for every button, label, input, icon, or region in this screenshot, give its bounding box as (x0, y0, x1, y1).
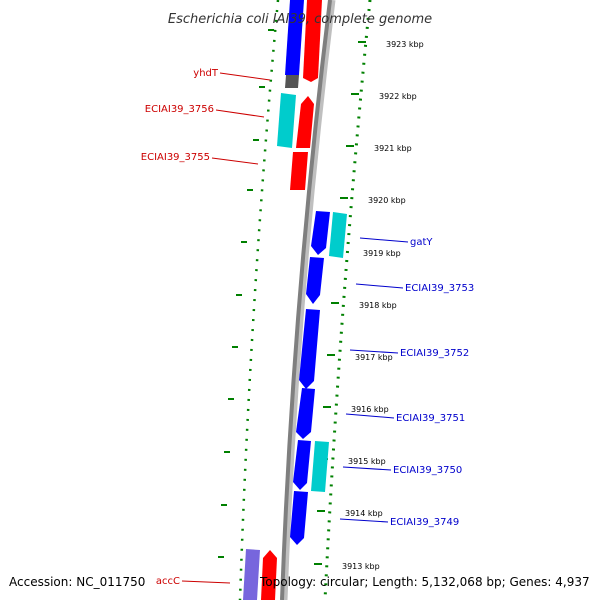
gene-leader-line (211, 157, 259, 165)
gene-leader-line (219, 72, 271, 81)
gene-feature (290, 491, 308, 545)
gene-feature (306, 257, 324, 304)
gene-feature (299, 309, 320, 389)
gene-leader-line (215, 109, 265, 118)
gene-labels: yhdT ECIAI39_3756 ECIAI39_3755 gatY ECIAI39_… (141, 68, 474, 587)
gene-feature (296, 96, 314, 148)
topology-summary: Topology: circular; Length: 5,132,068 bp… (259, 575, 590, 589)
kbp-tick-label: 3919 kbp (363, 249, 401, 258)
gene-label: accC (156, 576, 180, 587)
kbp-tick-label: 3920 kbp (368, 196, 406, 205)
gene-leader-line (342, 466, 392, 471)
gene-leader-line (181, 580, 231, 584)
gene-feature (285, 75, 299, 88)
gene-feature (329, 212, 347, 258)
kbp-ticks: 3923 kbp 3922 kbp 3921 kbp 3920 kbp 3919 kbp… (218, 29, 424, 571)
backbone (280, 0, 332, 600)
gene-label: gatY (410, 237, 433, 248)
gene-leader-line (359, 237, 409, 243)
kbp-tick-label: 3915 kbp (348, 457, 386, 466)
kbp-tick-label: 3923 kbp (386, 40, 424, 49)
gene-feature (303, 0, 322, 82)
gene-leader-line (355, 283, 404, 289)
gene-feature (261, 550, 277, 600)
gene-feature (290, 152, 308, 190)
kbp-tick-label: 3918 kbp (359, 301, 397, 310)
gene-feature (293, 440, 311, 490)
kbp-tick-label: 3917 kbp (355, 353, 393, 362)
gene-leader-line (345, 413, 395, 419)
gene-leader-line (349, 349, 399, 354)
gene-label: ECIAI39_3753 (405, 283, 474, 294)
map-title: Escherichia coli IAI39, complete genome (168, 12, 432, 27)
accession-text: Accession: NC_011750 (9, 575, 145, 589)
gene-feature (311, 211, 330, 255)
gene-label: ECIAI39_3750 (393, 465, 462, 476)
inner-tick-ring (238, 0, 280, 600)
gene-feature (311, 441, 329, 492)
gene-label: ECIAI39_3752 (400, 348, 469, 359)
gene-label: yhdT (193, 68, 219, 79)
gene-feature (277, 93, 296, 148)
kbp-tick-label: 3921 kbp (374, 144, 412, 153)
gene-label: ECIAI39_3751 (396, 413, 465, 424)
gene-feature (285, 0, 304, 75)
gene-leader-line (339, 518, 389, 523)
kbp-tick-label: 3916 kbp (351, 405, 389, 414)
kbp-tick-label: 3922 kbp (379, 92, 417, 101)
gene-features (243, 0, 347, 600)
gene-feature (243, 549, 260, 600)
kbp-tick-label: 3913 kbp (342, 562, 380, 571)
kbp-tick-label: 3914 kbp (345, 509, 383, 518)
gene-label: ECIAI39_3756 (145, 104, 214, 115)
gene-feature (296, 388, 315, 439)
gene-label: ECIAI39_3749 (390, 517, 459, 528)
gene-label: ECIAI39_3755 (141, 152, 210, 163)
